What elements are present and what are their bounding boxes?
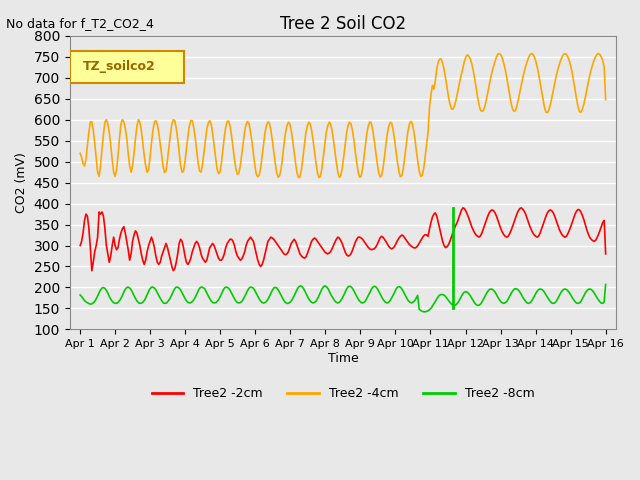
Text: No data for f_T2_CO2_4: No data for f_T2_CO2_4 bbox=[6, 17, 154, 30]
FancyBboxPatch shape bbox=[70, 50, 184, 83]
Y-axis label: CO2 (mV): CO2 (mV) bbox=[15, 152, 28, 213]
Title: Tree 2 Soil CO2: Tree 2 Soil CO2 bbox=[280, 15, 406, 33]
Legend: Tree2 -2cm, Tree2 -4cm, Tree2 -8cm: Tree2 -2cm, Tree2 -4cm, Tree2 -8cm bbox=[147, 382, 540, 405]
X-axis label: Time: Time bbox=[328, 352, 358, 365]
Text: TZ_soilco2: TZ_soilco2 bbox=[83, 60, 156, 73]
